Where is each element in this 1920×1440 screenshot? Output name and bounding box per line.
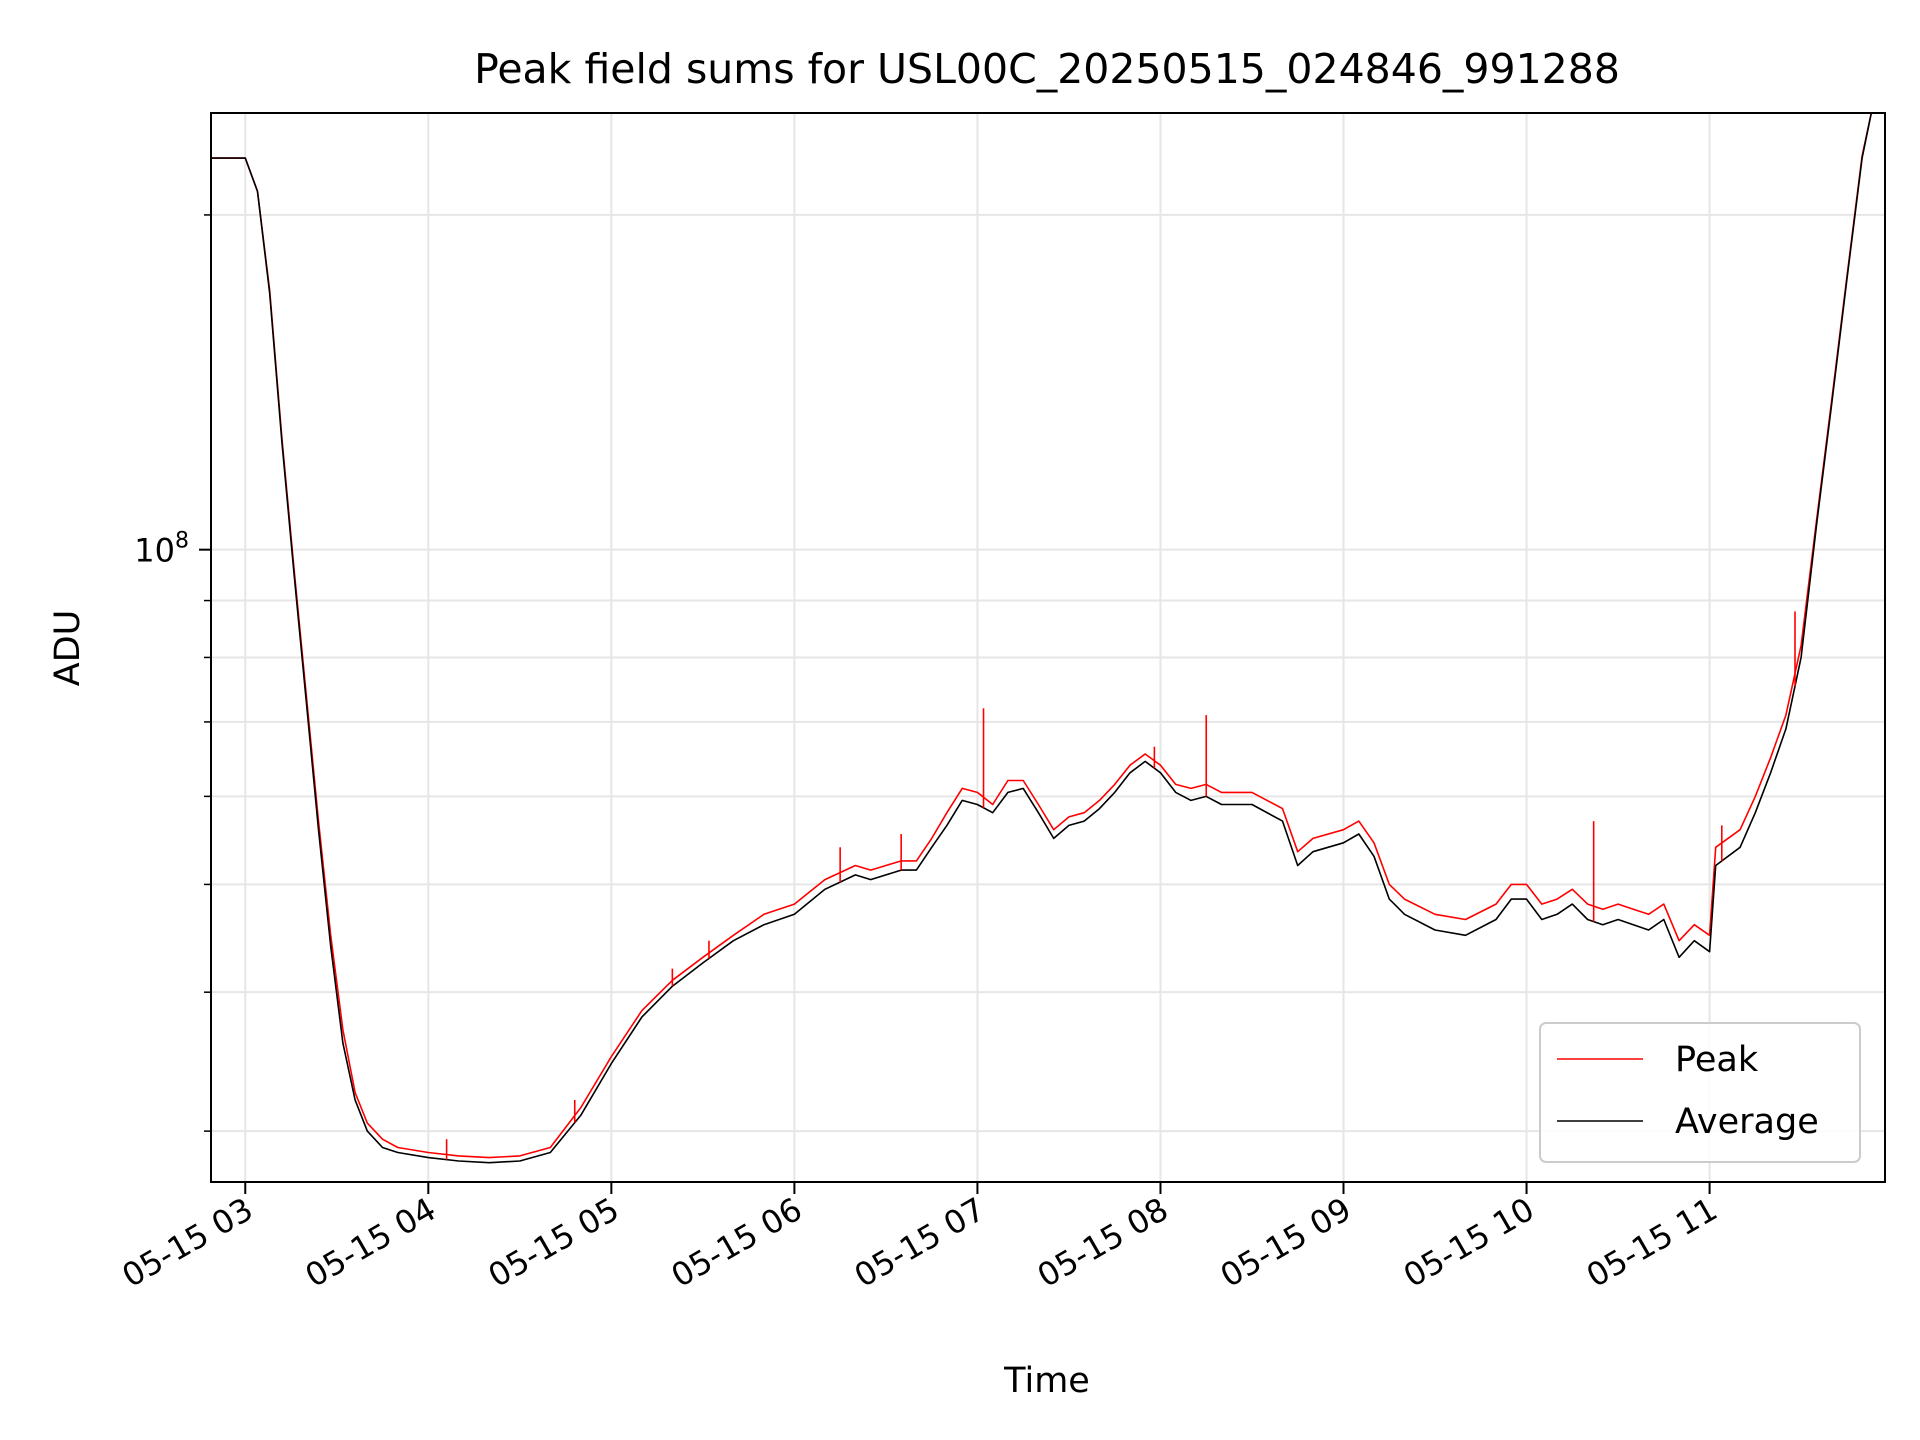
series-layer: [211, 112, 1873, 1164]
plot-frame: [210, 112, 1886, 1183]
y-ticks-layer: 108: [134, 214, 211, 1132]
y-axis-label: ADU: [48, 610, 88, 687]
series-line-average: [211, 112, 1873, 1164]
legend-label-peak: Peak: [1675, 1040, 1759, 1080]
legend-box: [1539, 1022, 1861, 1163]
x-axis-label: Time: [1003, 1361, 1090, 1401]
chart-title: Peak field sums for USL00C_20250515_0248…: [474, 45, 1620, 93]
series-line-peak: [211, 112, 1873, 1159]
legend-label-average: Average: [1675, 1102, 1819, 1142]
y-tick-label: 108: [134, 529, 189, 570]
legend: Peak Average: [1539, 1022, 1861, 1163]
